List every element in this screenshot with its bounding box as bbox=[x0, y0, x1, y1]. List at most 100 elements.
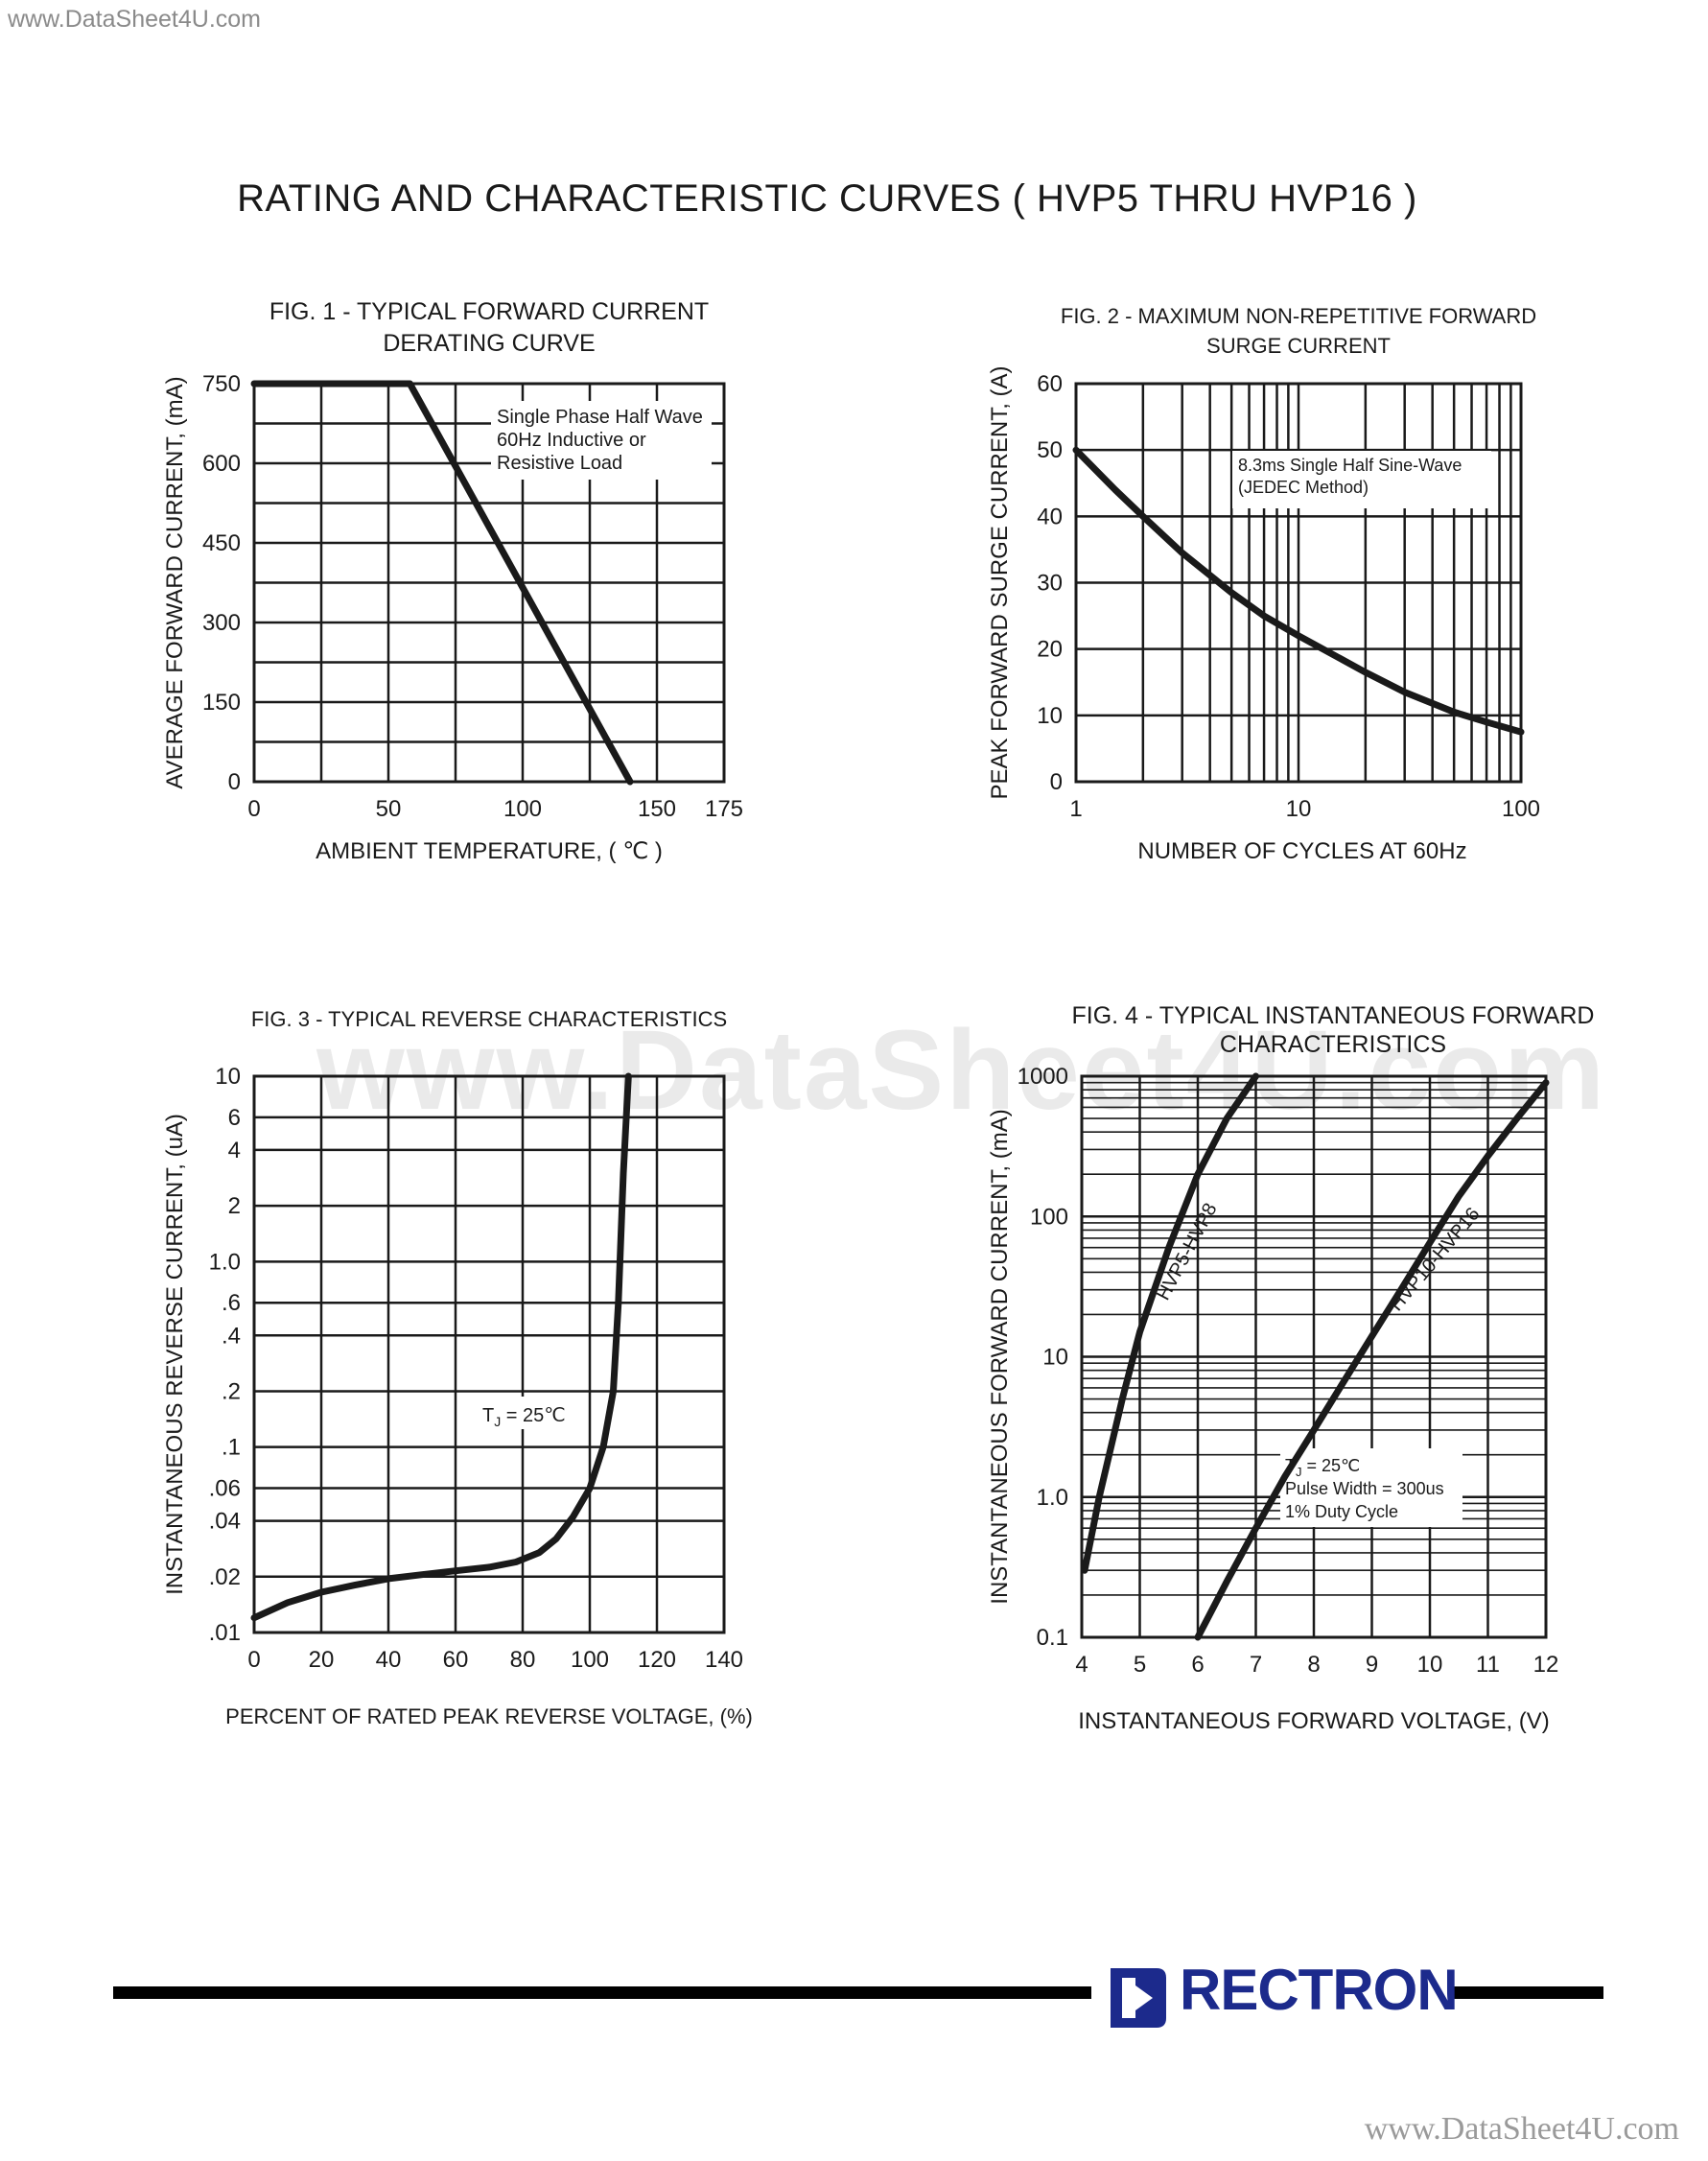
chart-title: FIG. 3 - TYPICAL REVERSE CHARACTERISTICS bbox=[251, 1007, 727, 1031]
y-tick-label: 1.0 bbox=[209, 1249, 241, 1275]
y-axis-label: INSTANTANEOUS FORWARD CURRENT, (mA) bbox=[987, 1109, 1013, 1604]
series-line-1 bbox=[250, 1072, 632, 1622]
x-tick-label: 10 bbox=[1417, 1652, 1443, 1678]
x-tick-label: 1 bbox=[1069, 796, 1082, 822]
annotation-bg bbox=[1232, 451, 1491, 508]
y-tick-label: 1.0 bbox=[1037, 1485, 1068, 1511]
y-tick-label: 10 bbox=[1037, 703, 1063, 729]
x-tick-label: 5 bbox=[1134, 1652, 1146, 1678]
footer-rule-left bbox=[113, 1986, 1091, 1999]
grid bbox=[1080, 1074, 1548, 1639]
y-tick-label: 20 bbox=[1037, 637, 1063, 663]
x-axis-label: PERCENT OF RATED PEAK REVERSE VOLTAGE, (… bbox=[225, 1704, 753, 1728]
annotation-line: 60Hz Inductive or bbox=[497, 430, 646, 451]
x-tick-label: 175 bbox=[705, 796, 743, 822]
plot-frame bbox=[1074, 382, 1523, 784]
y-tick-label: 30 bbox=[1037, 571, 1063, 597]
chart-title: SURGE CURRENT bbox=[1206, 334, 1391, 358]
brand-name: RECTRON bbox=[1180, 1958, 1459, 2022]
page-title: RATING AND CHARACTERISTIC CURVES ( HVP5 … bbox=[237, 177, 1417, 220]
x-tick-label: 0 bbox=[247, 1647, 260, 1673]
y-tick-label: 300 bbox=[202, 610, 241, 636]
footer-rule-right bbox=[1450, 1986, 1603, 1999]
chart-title: CHARACTERISTICS bbox=[1220, 1031, 1446, 1058]
series-line-2 bbox=[1194, 1079, 1550, 1641]
x-tick-label: 8 bbox=[1307, 1652, 1320, 1678]
annotation-line: 1% Duty Cycle bbox=[1285, 1502, 1398, 1521]
plot-frame bbox=[252, 1074, 726, 1634]
y-axis-label: AVERAGE FORWARD CURRENT, (mA) bbox=[162, 376, 188, 788]
y-tick-label: .04 bbox=[209, 1509, 241, 1535]
y-tick-label: 50 bbox=[1037, 437, 1063, 463]
y-tick-label: .02 bbox=[209, 1564, 241, 1590]
annotation-line: (JEDEC Method) bbox=[1238, 478, 1369, 497]
x-axis-label: INSTANTANEOUS FORWARD VOLTAGE, (V) bbox=[1078, 1708, 1550, 1734]
y-tick-label: 6 bbox=[228, 1105, 241, 1131]
x-tick-label: 100 bbox=[571, 1647, 609, 1673]
x-tick-label: 9 bbox=[1366, 1652, 1378, 1678]
series-line-1 bbox=[1081, 1072, 1259, 1574]
rectron-logo-icon bbox=[1111, 1968, 1166, 2028]
chart-3: TJ = 25℃ 0 20 40 60 80 100 120 140 .01 .02 .04 .06 .1… bbox=[162, 1007, 753, 1728]
x-tick-label: 20 bbox=[309, 1647, 335, 1673]
y-axis-label: INSTANTANEOUS REVERSE CURRENT, (uA) bbox=[162, 1114, 188, 1595]
y-tick-label: 600 bbox=[202, 451, 241, 477]
chart-title: FIG. 2 - MAXIMUM NON-REPETITIVE FORWARD bbox=[1061, 304, 1536, 328]
y-tick-label: .2 bbox=[222, 1378, 241, 1404]
annotation-line: Resistive Load bbox=[497, 453, 622, 474]
annotation-sub: J bbox=[1296, 1465, 1302, 1479]
series-line-1 bbox=[1072, 446, 1525, 736]
x-tick-label: 100 bbox=[503, 796, 542, 822]
annotation-line: Pulse Width = 300us bbox=[1285, 1479, 1444, 1498]
annotation-bg bbox=[1280, 1448, 1462, 1527]
annotation-line: 8.3ms Single Half Sine-Wave bbox=[1238, 456, 1462, 475]
y-tick-label: .1 bbox=[222, 1435, 241, 1461]
x-tick-label: 60 bbox=[443, 1647, 469, 1673]
y-tick-label: 60 bbox=[1037, 371, 1063, 397]
annotation-bg bbox=[476, 1397, 572, 1429]
y-tick-label: 40 bbox=[1037, 504, 1063, 529]
x-tick-label: 10 bbox=[1286, 796, 1312, 822]
y-tick-label: 750 bbox=[202, 371, 241, 397]
watermark-center: www.DataSheet4U.com bbox=[316, 1007, 1607, 1134]
annotation-value: = 25℃ bbox=[1302, 1456, 1361, 1475]
x-tick-label: 150 bbox=[638, 796, 676, 822]
annotation-t: T bbox=[482, 1405, 494, 1426]
y-tick-label: .06 bbox=[209, 1476, 241, 1502]
x-tick-label: 4 bbox=[1075, 1652, 1088, 1678]
plot-frame bbox=[252, 382, 726, 784]
y-axis-label: PEAK FORWARD SURGE CURRENT, (A) bbox=[987, 365, 1013, 799]
x-tick-label: 12 bbox=[1533, 1652, 1559, 1678]
y-tick-label: .4 bbox=[222, 1323, 241, 1349]
watermark-bottom: www.DataSheet4U.com bbox=[1364, 2111, 1679, 2147]
y-tick-label: 0 bbox=[1050, 769, 1063, 795]
series-line-1 bbox=[250, 380, 634, 786]
x-axis-label: AMBIENT TEMPERATURE, ( ℃ ) bbox=[316, 838, 663, 864]
x-tick-label: 140 bbox=[705, 1647, 743, 1673]
grid bbox=[1074, 382, 1523, 784]
grid bbox=[252, 1074, 726, 1634]
chart-2: 8.3ms Single Half Sine-Wave (JEDEC Method… bbox=[987, 304, 1540, 864]
y-tick-label: 450 bbox=[202, 530, 241, 556]
y-tick-label: 1000 bbox=[1018, 1064, 1068, 1090]
chart-title: FIG. 1 - TYPICAL FORWARD CURRENT bbox=[269, 298, 709, 325]
x-tick-label: 7 bbox=[1250, 1652, 1262, 1678]
x-axis-label: NUMBER OF CYCLES AT 60Hz bbox=[1137, 838, 1466, 864]
x-tick-label: 6 bbox=[1191, 1652, 1204, 1678]
y-tick-label: .01 bbox=[209, 1620, 241, 1646]
y-tick-label: 10 bbox=[1042, 1345, 1068, 1371]
y-tick-label: 4 bbox=[228, 1138, 241, 1163]
annotation-bg bbox=[491, 401, 712, 480]
x-tick-label: 40 bbox=[376, 1647, 402, 1673]
x-tick-label: 120 bbox=[638, 1647, 676, 1673]
x-tick-label: 0 bbox=[247, 796, 260, 822]
annotation-value: = 25℃ bbox=[501, 1405, 566, 1426]
y-tick-label: 0.1 bbox=[1037, 1625, 1068, 1651]
y-tick-label: 10 bbox=[215, 1064, 241, 1090]
annotation-tj: TJ = 25℃ bbox=[482, 1405, 566, 1429]
x-tick-label: 50 bbox=[376, 796, 402, 822]
y-tick-label: 0 bbox=[228, 769, 241, 795]
y-tick-label: 100 bbox=[1030, 1204, 1068, 1230]
